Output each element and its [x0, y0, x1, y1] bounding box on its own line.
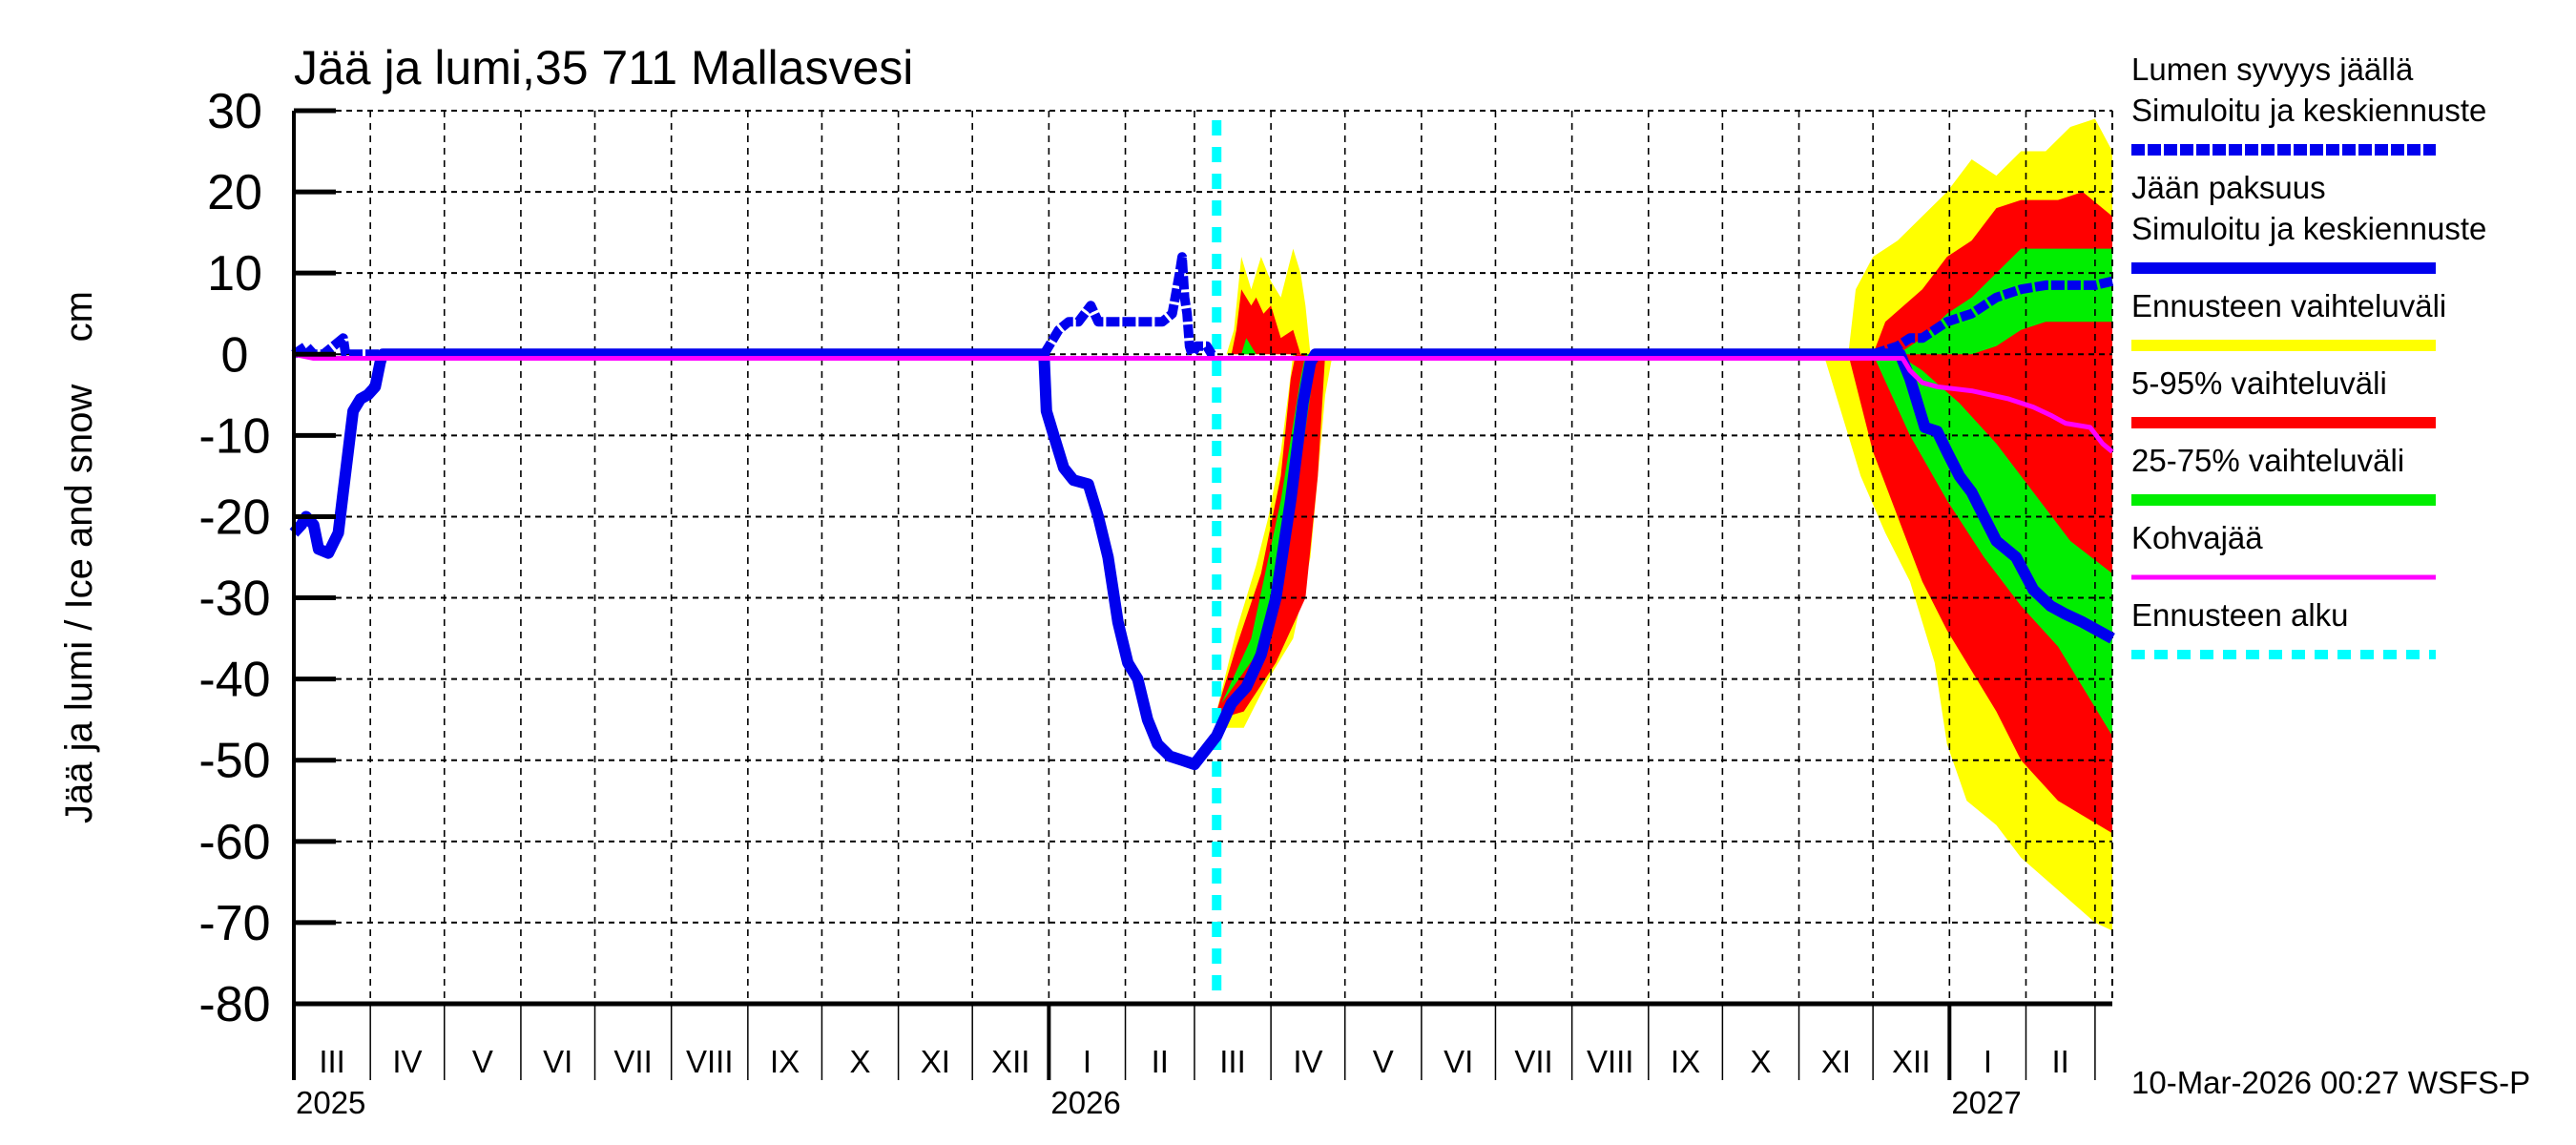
month-label: XII	[991, 1044, 1029, 1079]
month-label: V	[472, 1044, 493, 1079]
footer-timestamp: 10-Mar-2026 00:27 WSFS-P	[2131, 1065, 2530, 1100]
month-label: II	[1152, 1044, 1169, 1079]
y-tick-label: 0	[221, 327, 249, 383]
y-tick-label: -20	[198, 489, 270, 545]
band-5-95-vaihteluv-li	[1231, 289, 1301, 355]
month-label: XII	[1892, 1044, 1930, 1079]
legend-label: Jään paksuus	[2131, 170, 2326, 205]
month-label: I	[1083, 1044, 1091, 1079]
series-ice-thickness	[289, 348, 2115, 770]
year-label: 2025	[296, 1085, 365, 1120]
legend-label: Simuloitu ja keskiennuste	[2131, 211, 2486, 246]
legend-label: Ennusteen alku	[2131, 597, 2349, 633]
grid	[294, 110, 2113, 1004]
month-label: XI	[921, 1044, 950, 1079]
legend-label: Ennusteen vaihteluväli	[2131, 288, 2446, 323]
series-snow-depth	[1871, 276, 2114, 360]
y-tick-label: -50	[198, 734, 270, 789]
month-label: VI	[543, 1044, 572, 1079]
forecast-bands	[1216, 118, 2112, 931]
month-label: XI	[1821, 1044, 1851, 1079]
legend-label: 25-75% vaihteluväli	[2131, 443, 2404, 478]
y-tick-label: 10	[207, 246, 262, 302]
month-label: IV	[1293, 1044, 1322, 1079]
y-tick-label: -70	[198, 896, 270, 951]
legend-label: Simuloitu ja keskiennuste	[2131, 93, 2486, 128]
legend-label: 5-95% vaihteluväli	[2131, 365, 2387, 401]
y-tick-label: -60	[198, 815, 270, 870]
month-label: II	[2052, 1044, 2069, 1079]
series-snow-depth	[291, 333, 384, 360]
legend-label: Lumen syvyys jäällä	[2131, 52, 2414, 87]
month-label: VIII	[1587, 1044, 1634, 1079]
month-label: VII	[613, 1044, 652, 1079]
month-label: VIII	[686, 1044, 734, 1079]
y-axis-label: Jää ja lumi / Ice and snow cm	[58, 291, 100, 823]
month-label: I	[1984, 1044, 1992, 1079]
y-tick-label: -80	[198, 977, 270, 1032]
band-25-75-vaihteluv-li	[1221, 354, 1316, 704]
series-kohvajaa	[293, 351, 2114, 454]
legend: Lumen syvyys jäällä Simuloitu ja keskienn…	[2131, 52, 2486, 659]
year-label: 2027	[1951, 1085, 2021, 1120]
y-tick-label: -30	[198, 572, 270, 627]
y-tick-label: -40	[198, 653, 270, 708]
month-label: X	[1750, 1044, 1771, 1079]
legend-label: Kohvajää	[2131, 520, 2263, 555]
chart-title: Jää ja lumi,35 711 Mallasvesi	[294, 41, 913, 94]
y-tick-label: -10	[198, 408, 270, 464]
month-label: VI	[1444, 1044, 1473, 1079]
month-label: IX	[770, 1044, 800, 1079]
month-label: X	[850, 1044, 871, 1079]
y-tick-label: 20	[207, 165, 262, 220]
band-25-75-vaihteluv-li	[1898, 248, 2112, 355]
month-label: III	[1219, 1044, 1246, 1079]
year-label: 2026	[1050, 1085, 1120, 1120]
series-snow-depth	[1039, 252, 1217, 360]
series-lines	[289, 120, 2115, 1004]
month-label: VII	[1514, 1044, 1552, 1079]
month-label: IV	[392, 1044, 422, 1079]
month-label: V	[1373, 1044, 1394, 1079]
month-label: III	[319, 1044, 345, 1079]
band-25-75-vaihteluv-li	[1241, 338, 1257, 355]
month-label: IX	[1671, 1044, 1700, 1079]
y-tick-label: 30	[207, 84, 262, 139]
